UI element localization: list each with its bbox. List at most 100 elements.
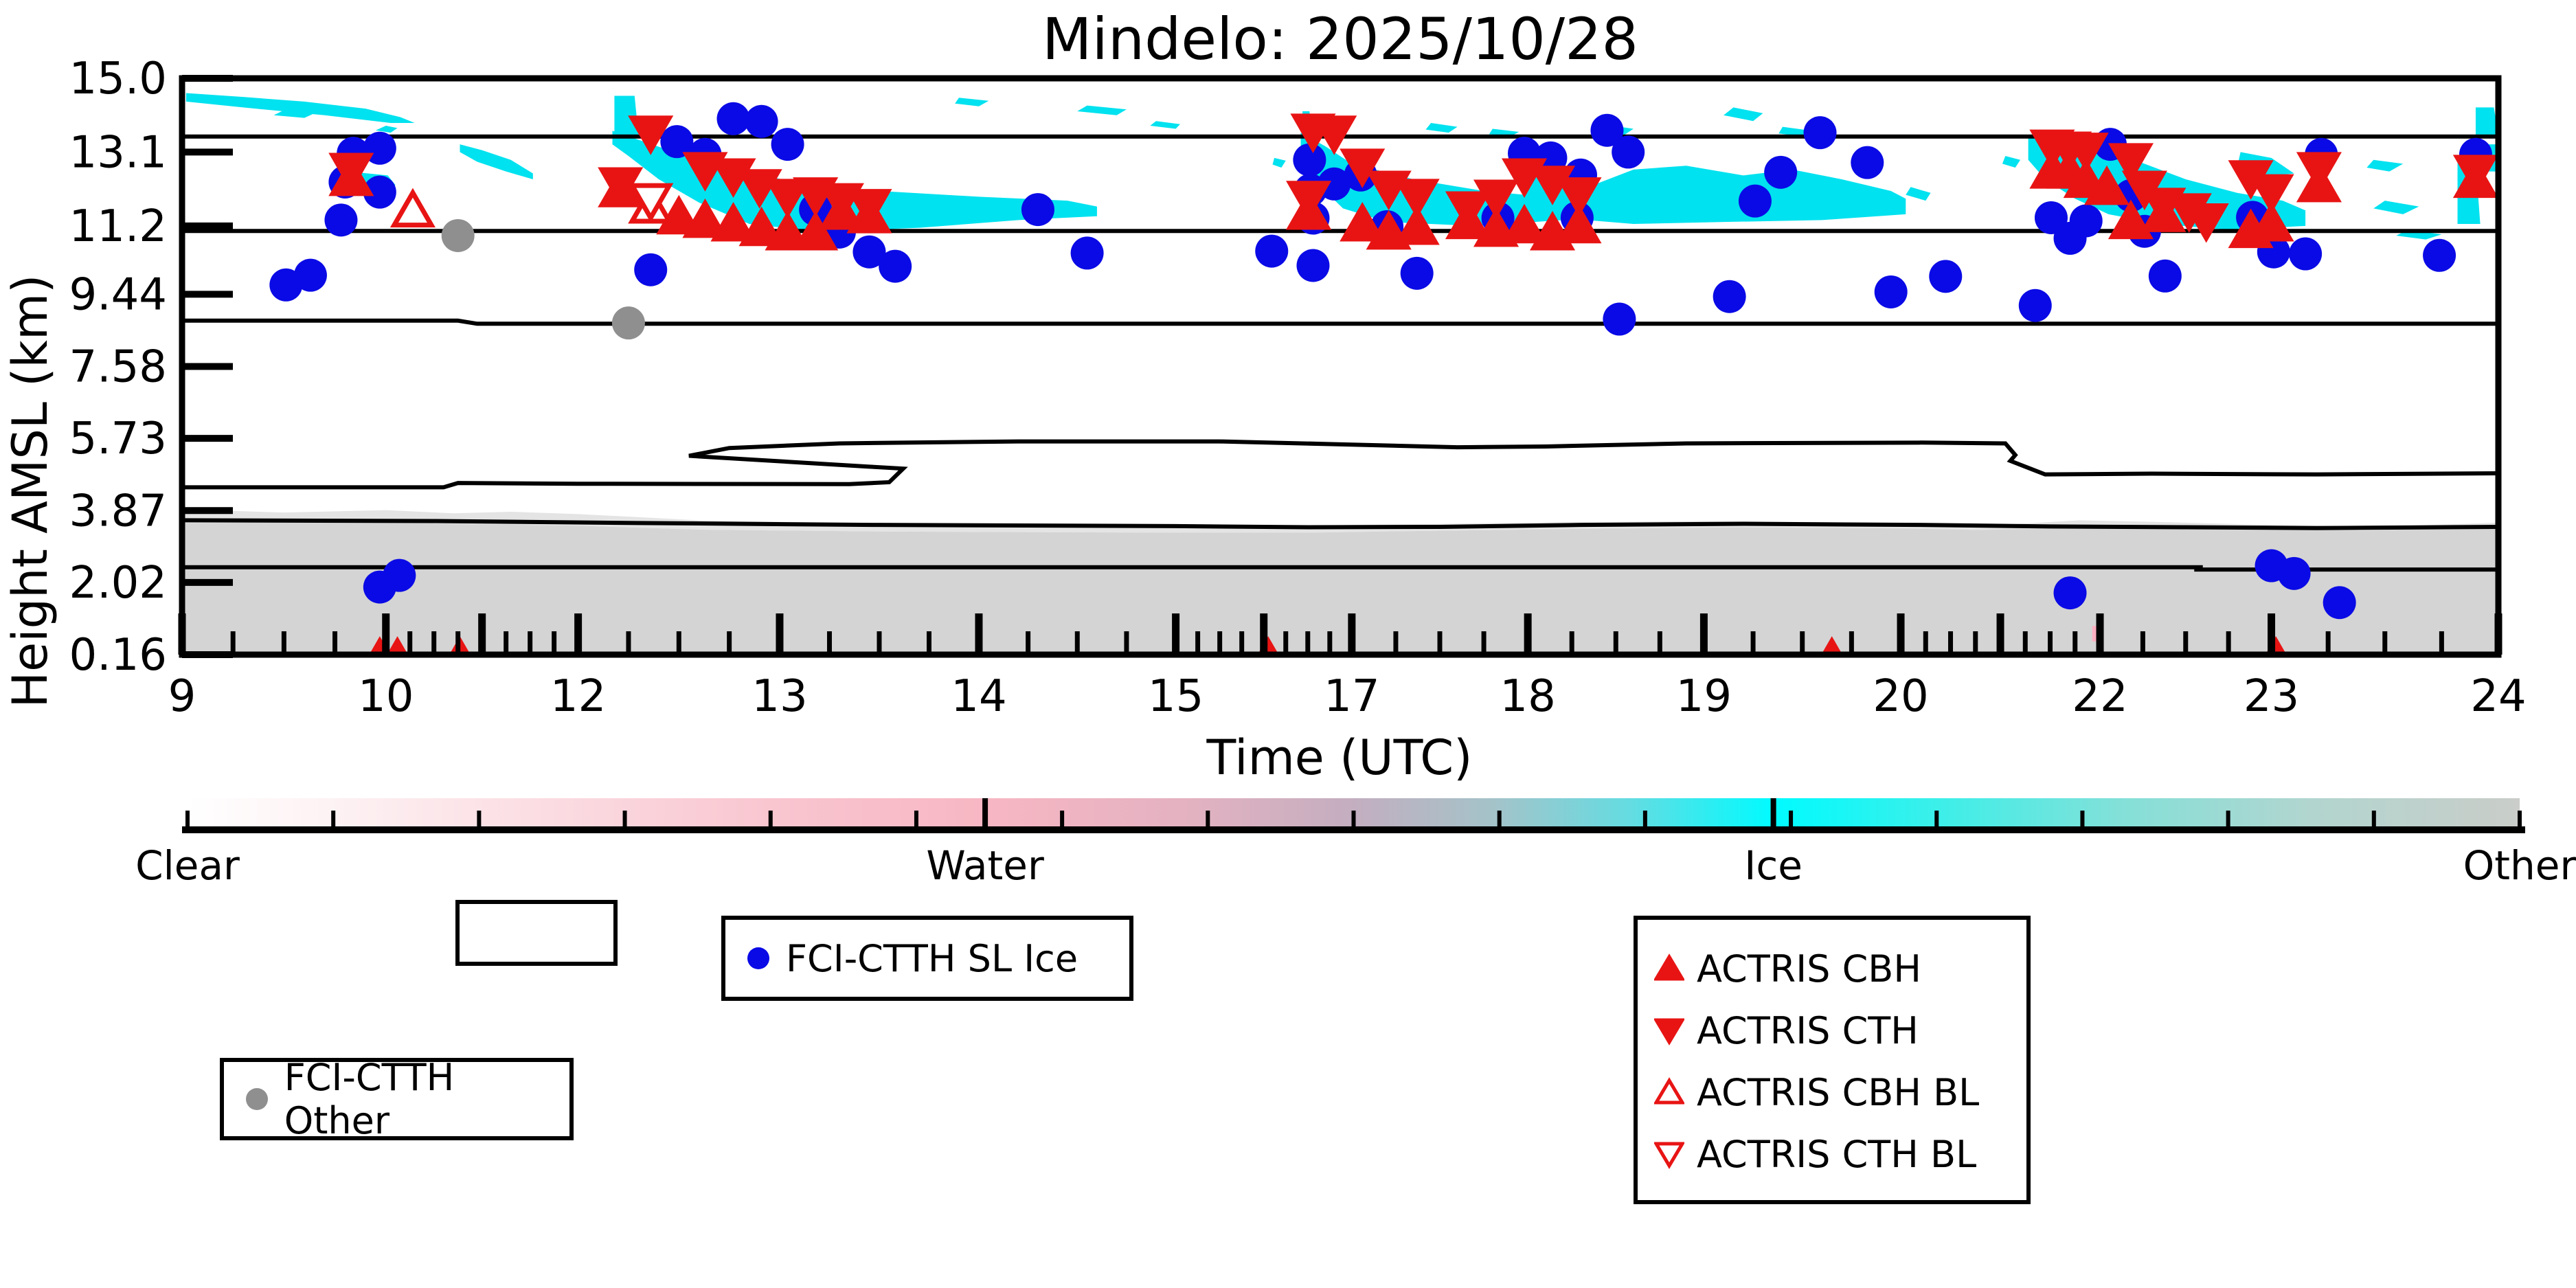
actris-cth-point [765, 179, 811, 218]
fci-ctth-sl-ice-point [2323, 586, 2356, 620]
fci-ctth-sl-ice-point [745, 104, 778, 138]
y-tick-label: 3.87 [69, 486, 168, 536]
contour-line [182, 518, 2498, 530]
y-tick-label: 7.58 [69, 342, 168, 393]
fci-ctth-sl-ice-point [716, 102, 750, 135]
fci-ctth-sl-ice-point [2289, 237, 2323, 271]
actris-cbh-point [2108, 199, 2154, 240]
actris-cth-point [328, 152, 374, 193]
actris-cth-point [2063, 133, 2109, 172]
actris-cth-point [1445, 191, 1491, 231]
other-dot-icon [246, 1088, 268, 1110]
fci-ctth-sl-ice-point [1803, 116, 1837, 150]
actris-cbh-point [1340, 201, 1386, 242]
fci-ctth-sl-ice-point [2423, 238, 2456, 272]
actris-cth-point [2296, 152, 2342, 192]
x-tick-label: 24 [2470, 671, 2526, 722]
ice-cloud-patch [955, 98, 989, 106]
contour-line [182, 318, 2498, 326]
legend-item-actris-cth-bl: ACTRIS CTH BL [1654, 1123, 2026, 1185]
actris-cbh-point [656, 194, 702, 235]
ice-cloud-patch [1150, 121, 1180, 129]
actris-cth-bl-point [628, 183, 674, 223]
ice-cloud-patch [2366, 159, 2404, 172]
actris-cbh-bl-point [389, 188, 436, 228]
fci-ctth-sl-ice-point [1021, 193, 1054, 227]
fci-ctth-sl-ice-point [1738, 184, 1772, 218]
y-axis-label: Height AMSL (km) [2, 274, 58, 708]
actris-cbh-point [738, 206, 784, 247]
legend-item-label: ACTRIS CBH [1697, 947, 1921, 991]
actris-cbh-point [1394, 205, 1440, 245]
legend-actris: ACTRIS CBH ACTRIS CTH ACTRIS CBH BL ACTRIS … [1634, 916, 2031, 1204]
fci-ctth-sl-ice-point [1874, 275, 1908, 308]
fci-ctth-sl-ice-point [1603, 302, 1636, 336]
fci-ctth-sl-ice-point [324, 203, 358, 237]
legend-sl-ice-label: FCI-CTTH SL Ice [786, 936, 1078, 980]
fci-ctth-sl-ice-point [852, 235, 886, 269]
ice-cloud-patch [1724, 107, 1763, 122]
ice-cloud-patch [2028, 136, 2306, 230]
actris-cbh-point [2083, 165, 2130, 205]
actris-cbh-point [710, 201, 756, 242]
legend-empty-box [455, 900, 618, 966]
series-actris-cth-bl [628, 183, 674, 223]
x-tick-label: 22 [2072, 671, 2127, 722]
ice-cloud-patch [460, 144, 533, 179]
ice-cloud-patch [614, 95, 639, 137]
x-tick-label: 10 [358, 671, 414, 722]
fci-ctth-sl-ice-point [2148, 259, 2182, 293]
actris-cth-point [2183, 203, 2229, 243]
fci-ctth-sl-ice-point [1255, 234, 1289, 268]
actris-cth-point [2108, 143, 2154, 183]
ice-cloud-patch [1510, 166, 1906, 225]
legend-item-label: ACTRIS CTH [1697, 1008, 1919, 1052]
fci-ctth-other-point [441, 218, 475, 252]
y-tick-label: 15.0 [69, 54, 168, 104]
y-tick-label: 13.1 [69, 127, 168, 178]
fci-ctth-sl-ice-point [2277, 556, 2311, 590]
fci-ctth-sl-ice-point [1293, 143, 1326, 177]
colorbar-label-clear: Clear [135, 842, 240, 889]
legend-fci-ctth-other: FCI-CTTH Other [220, 1056, 574, 1142]
colorbar-label-water: Water [926, 842, 1044, 889]
fci-ctth-sl-ice-point [1400, 256, 1434, 290]
legend-item-actris-cth: ACTRIS CTH [1654, 999, 2026, 1061]
ice-cloud-patch [2373, 201, 2419, 214]
fci-ctth-sl-ice-point [1929, 260, 1963, 293]
fci-ctth-sl-ice-point [771, 128, 804, 161]
series-fci-ctth-other [441, 218, 645, 340]
fci-ctth-sl-ice-point [1070, 236, 1104, 270]
ice-cloud-patch [1077, 105, 1127, 115]
fci-ctth-sl-ice-point [2018, 289, 2052, 322]
legend-item-label: ACTRIS CTH BL [1697, 1132, 1977, 1176]
fci-ctth-sl-ice-point [2053, 576, 2087, 610]
x-tick-label: 14 [951, 671, 1006, 722]
plot-title: Mindelo: 2025/10/28 [1042, 5, 1638, 73]
actris-cth-point [846, 189, 892, 229]
triangle-down-filled-icon [1654, 1018, 1684, 1046]
ice-cloud-patch [1906, 187, 1931, 201]
x-tick-label: 17 [1324, 671, 1379, 722]
other-region [182, 522, 2498, 655]
triangle-up-filled-icon [1654, 953, 1684, 981]
actris-cbh-point [682, 198, 728, 238]
fci-ctth-sl-ice-point [634, 253, 668, 286]
series-actris-cbh [328, 149, 2498, 655]
triangle-up-open-icon [1654, 1077, 1684, 1105]
actris-cth-point [1556, 177, 1602, 217]
fci-ctth-sl-ice-point [1713, 280, 1746, 313]
fci-ctth-sl-ice-point [1851, 146, 1884, 179]
ice-cloud-patch [273, 110, 315, 118]
y-tick-label: 5.73 [69, 414, 168, 464]
plot-data-area [182, 93, 2498, 655]
series-actris-cth [328, 113, 2498, 243]
x-tick-label: 18 [1500, 671, 1555, 722]
y-tick-label: 2.02 [69, 558, 168, 609]
ice-cloud-patch [2475, 107, 2498, 135]
legend-item-actris-cbh-bl: ACTRIS CBH BL [1654, 1061, 2026, 1123]
fci-ctth-sl-ice-point [2069, 204, 2103, 238]
sl-ice-dot-icon [747, 947, 769, 969]
legend-item-actris-cbh: ACTRIS CBH [1654, 938, 2026, 999]
